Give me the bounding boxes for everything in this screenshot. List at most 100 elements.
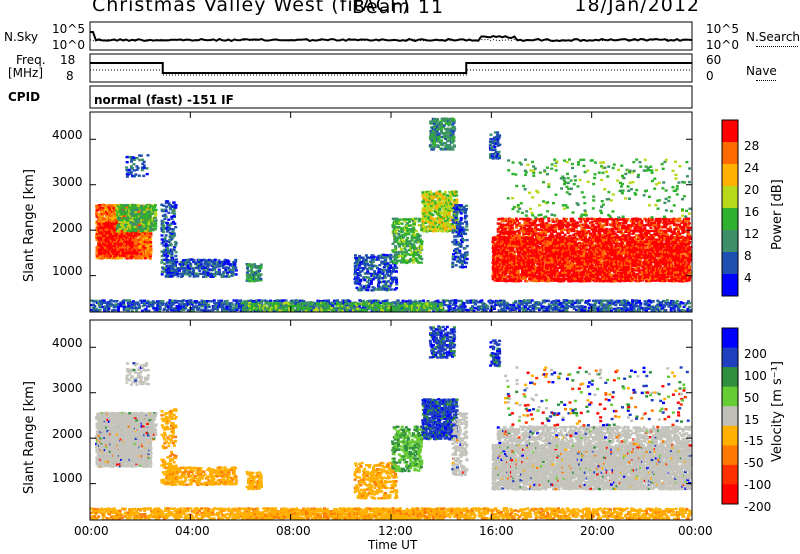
heatmap-cell [358,258,361,261]
heatmap-cell [154,208,158,212]
heatmap-cell [393,264,397,267]
heatmap-cell [164,208,168,211]
heatmap-cell [459,243,463,246]
heatmap-cell [248,280,252,283]
heatmap-cell [452,125,456,129]
heatmap-cell [443,219,447,223]
heatmap-cell [359,284,363,287]
power-ytick-4000: 4000 [52,128,83,142]
heatmap-cell [154,221,158,224]
heatmap-cell [420,242,424,245]
heatmap-cell [110,257,114,260]
heatmap-cell [411,261,415,264]
heatmap-cell [363,266,367,270]
heatmap-cell [110,214,114,218]
heatmap-cell [459,208,463,212]
heatmap-cell [547,279,551,283]
heatmap-cell [117,256,121,260]
heatmap-cell [116,230,120,233]
heatmap-cell [106,254,110,257]
heatmap-cell [464,265,467,269]
nave-series-line [90,69,692,76]
heatmap-cell [562,275,566,278]
heatmap-cell [392,228,396,231]
heatmap-cell [192,269,196,272]
heatmap-cell [141,158,145,161]
velocity-ytick-1000: 1000 [52,471,83,485]
heatmap-cell [497,136,501,139]
heatmap-cell [530,236,534,239]
heatmap-cell [389,256,393,259]
nave-tick-high: 60 [706,53,722,67]
heatmap-cell [258,269,262,272]
heatmap-cell [461,222,464,225]
heatmap-cell [547,242,551,245]
heatmap-cell [170,250,174,254]
heatmap-cell [118,220,122,224]
heatmap-cell [132,156,136,159]
nsky-label: N.Sky [4,30,39,44]
heatmap-cell [134,236,138,240]
heatmap-cell [441,230,445,233]
heatmap-cell [142,164,146,167]
heatmap-cell [110,205,114,209]
heatmap-cell [109,208,113,211]
heatmap-cell [163,236,167,240]
heatmap-cell [142,166,146,170]
heatmap-cell [97,234,101,237]
heatmap-cell [119,254,122,258]
heatmap-cell [140,168,144,172]
heatmap-cell [125,166,129,169]
heatmap-cell [452,144,456,147]
heatmap-cell [364,258,368,261]
heatmap-cell [124,254,128,257]
heatmap-cell [420,245,423,248]
heatmap-cell [134,227,138,231]
nave-label: Nave [746,64,777,78]
heatmap-cell [170,275,174,278]
heatmap-cell [95,250,99,253]
heatmap-cell [567,273,571,276]
heatmap-cell [154,219,158,222]
heatmap-cell [115,254,119,257]
heatmap-cell [95,253,99,256]
heatmap-cell [95,256,99,260]
power-cbar-tick-16: 16 [744,205,760,219]
heatmap-cell [108,217,112,220]
heatmap-cell [234,258,238,262]
heatmap-cell [111,208,114,211]
heatmap-cell [246,267,249,270]
heatmap-cell [106,218,110,221]
heatmap-cell [451,255,455,259]
heatmap-cell [133,240,137,244]
heatmap-cell [421,191,425,194]
xtick-1600: 16:00 [479,524,514,538]
heatmap-cell [448,225,452,228]
heatmap-cell [533,279,537,283]
heatmap-cell [395,280,399,284]
heatmap-cell [465,251,469,254]
heatmap-cell [250,263,254,267]
heatmap-cell [96,238,100,241]
heatmap-cell [399,247,403,250]
heatmap-cell [174,254,178,258]
heatmap-cell [149,243,152,246]
heatmap-cell [149,253,153,256]
heatmap-cell [395,283,399,286]
heatmap-cell [166,254,170,258]
heatmap-cell [137,174,141,177]
heatmap-cell [135,157,139,160]
heatmap-cell [175,258,179,261]
heatmap-cell [378,274,382,278]
heatmap-cell [227,266,231,270]
heatmap-cell [146,154,150,157]
heatmap-cell [118,227,122,231]
heatmap-cell [414,229,418,233]
heatmap-cell [113,257,117,260]
velocity-cbar-tick-neg100: -100 [744,478,772,492]
heatmap-cell [126,171,130,174]
heatmap-cell [103,204,107,207]
heatmap-cell [371,257,375,261]
heatmap-cell [118,216,122,220]
